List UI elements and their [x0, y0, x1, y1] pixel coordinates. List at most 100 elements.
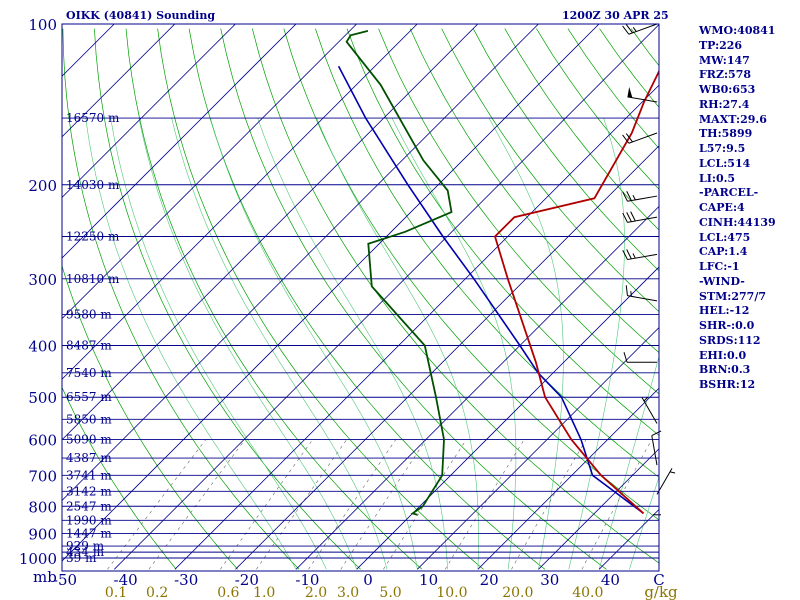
temp-tick-label: 30 [540, 571, 559, 589]
isotherm [114, 24, 659, 570]
height-label: 7540 m [66, 366, 112, 380]
temp-tick-label: -10 [295, 571, 319, 589]
dry-adiabat [283, 28, 659, 521]
mixing-ratio-line [444, 439, 525, 570]
height-label: 1990 m [66, 513, 112, 527]
isotherm [356, 266, 659, 570]
index-item: LFC:-1 [699, 260, 740, 273]
index-item: SRDS:112 [699, 333, 761, 347]
index-item: FRZ:578 [699, 68, 752, 82]
mixing-ratio-label: 5.0 [379, 585, 401, 600]
dry-adiabat [409, 28, 659, 354]
wind-barb [625, 285, 658, 302]
pressure-label: 300 [28, 271, 57, 289]
isotherm [62, 24, 479, 441]
moist-adiabat [568, 117, 625, 570]
mixing-ratio-line [581, 439, 653, 570]
valid-time: 1200Z 30 APR 25 [562, 9, 669, 22]
dry-adiabat [94, 28, 361, 570]
isotherm [62, 24, 297, 259]
mixing-ratio-line [107, 439, 207, 570]
dry-adiabat [441, 28, 659, 313]
height-label: 5090 m [66, 433, 112, 447]
index-item: TH:5899 [699, 127, 753, 141]
dry-adiabat [62, 386, 177, 570]
index-item: BRN:0.3 [699, 363, 751, 377]
index-item: STM:277/7 [699, 289, 766, 303]
temp-unit-label: C [653, 571, 664, 589]
moist-adiabat [257, 117, 448, 570]
height-label: 6557 m [66, 390, 112, 404]
temp-tick-label: -30 [174, 571, 198, 589]
height-label: 929 m [66, 539, 105, 553]
index-item: CAPE:4 [699, 201, 745, 214]
index-item: CAP:1.4 [699, 245, 748, 259]
moist-adiabat [488, 117, 564, 570]
mixing-ratio-label: 40.0 [572, 585, 603, 600]
units-label: mb [33, 568, 57, 586]
wind-barb [622, 23, 658, 35]
index-item: HEL:-12 [699, 304, 750, 318]
wind-barb [656, 468, 676, 495]
height-label: 434 m [66, 545, 105, 559]
isotherm [235, 145, 659, 570]
index-item: WB0:653 [699, 83, 756, 96]
height-label: 8487 m [66, 339, 112, 353]
dry-adiabat [157, 28, 484, 570]
height-label: 10810 m [66, 272, 120, 286]
mixing-ratio-label: 10.0 [436, 585, 467, 600]
mixing-ratio-line [383, 439, 467, 570]
wind-barb [651, 430, 662, 466]
dry-adiabat [346, 28, 659, 436]
height-label: 39 m [66, 551, 97, 565]
isotherm [62, 24, 418, 380]
isotherm [538, 448, 659, 570]
height-label: 4387 m [66, 451, 112, 465]
temp-tick-label: 40 [601, 571, 620, 589]
mixing-ratio-label: 0.2 [146, 585, 168, 600]
pressure-label: 200 [28, 177, 57, 195]
mixing-ratio-label: 3.0 [337, 585, 359, 600]
temp-tick-label: -40 [114, 571, 138, 589]
dry-adiabat [378, 28, 659, 395]
mixing-ratio-label: 20.0 [502, 585, 533, 600]
index-item: EHI:0.0 [699, 348, 747, 362]
moist-adiabat [598, 355, 659, 570]
isotherm [62, 24, 600, 562]
isotherm [62, 24, 236, 198]
index-item: WMO:40841 [699, 24, 776, 37]
index-item: RH:27.4 [699, 97, 750, 111]
mixing-ratio-line [340, 439, 427, 570]
temp-tick-label: 20 [480, 571, 499, 589]
height-label: 2547 m [66, 499, 112, 513]
wind-barb [622, 191, 658, 202]
wind-barb [623, 352, 657, 363]
isotherm [0, 12, 65, 569]
moist-adiabat [391, 117, 517, 570]
wind-barb [622, 211, 658, 223]
mixing-units-label: g/kg [644, 583, 678, 600]
temperature-trace [493, 69, 659, 515]
mixing-ratio-label: 2.0 [305, 585, 327, 600]
isotherm [0, 12, 5, 569]
pressure-label: 400 [28, 338, 57, 356]
dewpoint-trace [345, 30, 453, 516]
isotherm [417, 327, 659, 570]
dry-adiabat [62, 264, 238, 570]
wind-barb [627, 86, 658, 103]
mixing-ratio-line [308, 439, 397, 570]
wind-barb [622, 132, 658, 144]
index-item: -WIND- [699, 274, 745, 288]
isotherm [62, 24, 176, 138]
height-label: 1447 m [66, 527, 112, 541]
height-label: 14030 m [66, 178, 120, 192]
isotherm [477, 387, 659, 570]
moist-adiabat [210, 117, 418, 570]
height-label: 16570 m [66, 111, 120, 125]
dry-adiabat [62, 28, 300, 570]
index-item: BSHR:12 [699, 378, 756, 391]
index-item: L57:9.5 [699, 142, 746, 155]
pressure-label: 600 [28, 432, 57, 450]
index-item: LCL:514 [699, 156, 751, 170]
